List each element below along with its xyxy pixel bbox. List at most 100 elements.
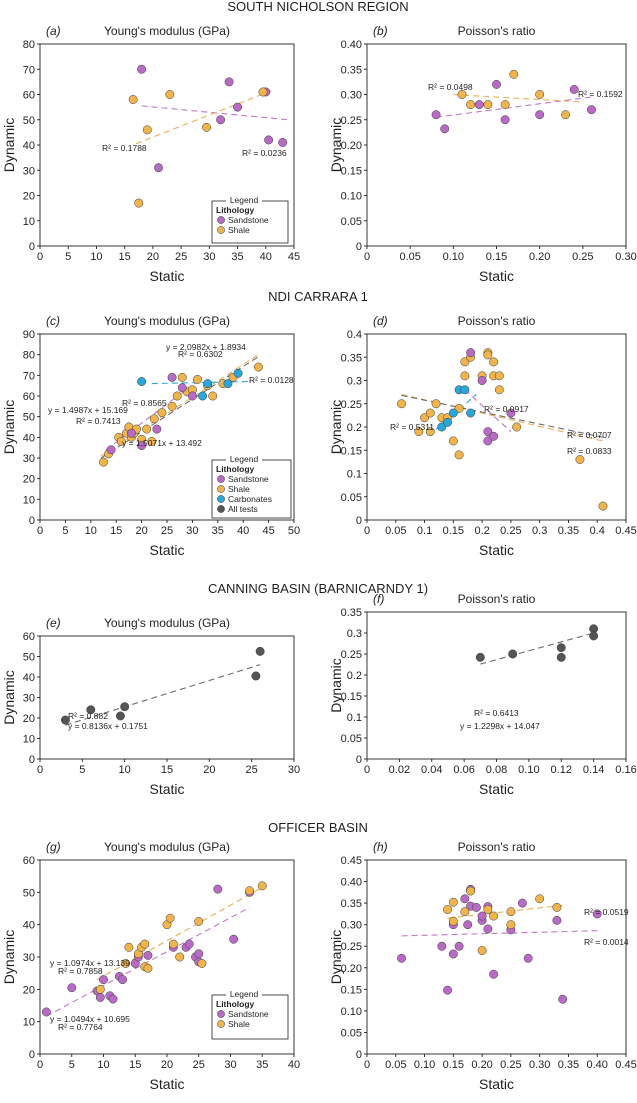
x-tick-label: 0.35 bbox=[558, 1059, 579, 1071]
legend-subtitle: Lithology bbox=[216, 464, 255, 474]
x-tick-label: 5 bbox=[69, 1059, 75, 1071]
x-tick-label: 0.3 bbox=[532, 525, 547, 537]
data-point-sandstone bbox=[460, 894, 470, 904]
r2-label: R² = 0.0236 bbox=[242, 148, 287, 158]
legend-label-shale: Shale bbox=[228, 484, 250, 494]
data-point-sandstone bbox=[463, 920, 473, 930]
legend-subtitle: Lithology bbox=[216, 999, 255, 1009]
data-point-carbonates bbox=[448, 408, 458, 418]
legend-title: Legend bbox=[230, 989, 259, 999]
x-axis-label: Static bbox=[479, 1076, 514, 1092]
data-point-carbonates bbox=[437, 422, 447, 432]
data-point-sandstone bbox=[454, 941, 464, 951]
r2-label: R² = 0.0917 bbox=[484, 404, 529, 414]
data-point-shale bbox=[466, 100, 476, 110]
y-tick-label: 30 bbox=[23, 693, 35, 705]
data-point-sandstone bbox=[489, 431, 499, 441]
data-point-sandstone bbox=[483, 436, 493, 446]
data-point-sandstone bbox=[264, 135, 274, 145]
data-point-all bbox=[556, 643, 566, 653]
data-point-shale bbox=[509, 69, 519, 79]
data-point-sandstone bbox=[569, 85, 579, 94]
y-tick-label: 10 bbox=[23, 1017, 35, 1029]
y-tick-label: 0.2 bbox=[347, 670, 362, 682]
x-axis-label: Static bbox=[479, 268, 514, 284]
chart-panel-g: (g) Young's modulus (GPa) 0 5 10 15 20 25 30 35 40… bbox=[1, 840, 300, 1092]
r2-label: R² = 0.8565 bbox=[122, 398, 167, 408]
x-tick-label: 40 bbox=[260, 251, 272, 263]
y-tick-label: 10 bbox=[23, 734, 35, 746]
data-point-shale bbox=[483, 100, 493, 110]
x-tick-label: 35 bbox=[212, 525, 224, 537]
data-point-sandstone bbox=[431, 110, 441, 120]
data-point-shale bbox=[258, 87, 268, 97]
y-axis-label: Dynamic bbox=[328, 118, 344, 172]
x-tick-label: 0.12 bbox=[551, 764, 572, 776]
y-tick-label: 70 bbox=[23, 370, 35, 382]
panel-label: (e) bbox=[46, 616, 61, 630]
data-point-carbonates bbox=[203, 379, 213, 389]
data-point-sandstone bbox=[213, 884, 223, 894]
legend-swatch-shale bbox=[217, 485, 225, 493]
data-point-shale bbox=[425, 427, 435, 437]
y-tick-label: 50 bbox=[23, 887, 35, 899]
data-point-shale bbox=[454, 450, 464, 460]
data-point-shale bbox=[202, 122, 211, 132]
data-point-shale bbox=[168, 939, 178, 949]
data-point-sandstone bbox=[278, 138, 288, 147]
panel-label: (h) bbox=[373, 840, 388, 854]
x-tick-label: 0.45 bbox=[615, 525, 636, 537]
data-point-carbonates bbox=[460, 385, 470, 395]
y-axis-label: Dynamic bbox=[328, 400, 344, 454]
data-point-carbonates bbox=[233, 368, 243, 378]
trendline-shale bbox=[453, 93, 583, 103]
data-point-shale bbox=[535, 894, 545, 904]
y-axis-label: Dynamic bbox=[1, 930, 17, 984]
trendline-carbonates bbox=[435, 394, 477, 430]
y-tick-label: 30 bbox=[23, 165, 35, 177]
panel-label: (b) bbox=[373, 24, 388, 38]
y-tick-label: 60 bbox=[23, 855, 35, 867]
data-point-sandstone bbox=[143, 950, 153, 960]
data-point-sandstone bbox=[592, 909, 602, 919]
x-tick-label: 25 bbox=[161, 525, 173, 537]
data-point-sandstone bbox=[106, 445, 116, 455]
y-tick-label: 0 bbox=[356, 1049, 362, 1061]
panel-label: (f) bbox=[373, 592, 384, 606]
data-point-shale bbox=[552, 902, 562, 912]
data-point-shale bbox=[245, 886, 255, 896]
r2-label: R² = 0.0833 bbox=[567, 446, 612, 456]
x-tick-label: 0.10 bbox=[518, 764, 539, 776]
trendline-shale bbox=[100, 354, 259, 457]
y-tick-label: 0.30 bbox=[341, 920, 362, 932]
y-tick-label: 80 bbox=[23, 350, 35, 362]
data-point-sandstone bbox=[397, 953, 406, 963]
y-tick-label: 0.15 bbox=[341, 165, 362, 177]
data-point-sandstone bbox=[443, 985, 453, 995]
plot-frame bbox=[366, 611, 627, 760]
data-point-shale bbox=[208, 391, 218, 401]
y-tick-label: 90 bbox=[23, 329, 35, 341]
x-tick-label: 0.25 bbox=[572, 251, 593, 263]
data-point-sandstone bbox=[523, 953, 533, 963]
r2-label: R² = 0.0498 bbox=[428, 82, 473, 92]
x-tick-label: 20 bbox=[203, 764, 215, 776]
legend-label-shale: Shale bbox=[228, 225, 250, 235]
x-axis-label: Static bbox=[149, 781, 184, 797]
data-point-shale bbox=[177, 372, 187, 382]
y-tick-label: 50 bbox=[23, 115, 35, 127]
r2-label: R² = 0.7858 bbox=[58, 966, 103, 976]
data-point-sandstone bbox=[492, 79, 501, 89]
data-point-shale bbox=[483, 905, 493, 915]
plot-frame bbox=[366, 859, 627, 1055]
x-tick-label: 5 bbox=[65, 251, 71, 263]
x-tick-label: 10 bbox=[97, 1059, 109, 1071]
chart-title: Young's modulus (GPa) bbox=[104, 314, 230, 328]
y-tick-label: 0.20 bbox=[341, 140, 362, 152]
data-point-shale bbox=[121, 959, 131, 968]
data-point-shale bbox=[414, 427, 424, 437]
data-point-shale bbox=[494, 385, 504, 395]
data-point-shale bbox=[116, 437, 126, 446]
